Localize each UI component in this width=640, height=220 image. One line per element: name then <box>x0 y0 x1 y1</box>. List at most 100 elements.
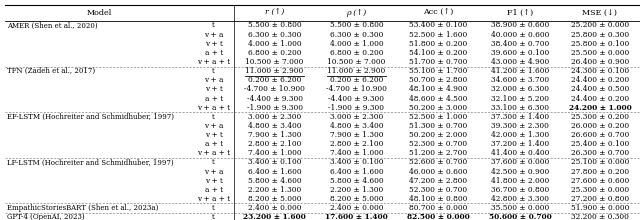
Text: 42.000 ± 1.300: 42.000 ± 1.300 <box>492 131 549 139</box>
Text: 27.600 ± 0.600: 27.600 ± 0.600 <box>571 177 629 185</box>
Text: 26.300 ± 0.700: 26.300 ± 0.700 <box>571 149 629 157</box>
Text: 25.800 ± 0.300: 25.800 ± 0.300 <box>571 31 629 38</box>
Text: 24.400 ± 0.200: 24.400 ± 0.200 <box>571 95 629 103</box>
Text: 6.300 ± 0.300: 6.300 ± 0.300 <box>248 31 301 38</box>
Text: -4.400 ± 9.300: -4.400 ± 9.300 <box>246 95 303 103</box>
Text: 54.100 ± 0.200: 54.100 ± 0.200 <box>409 49 468 57</box>
Text: 32.100 ± 5.200: 32.100 ± 5.200 <box>492 95 549 103</box>
Text: 7.900 ± 1.300: 7.900 ± 1.300 <box>248 131 301 139</box>
Text: 2.800 ± 2.100: 2.800 ± 2.100 <box>330 140 383 148</box>
Text: 25.800 ± 0.100: 25.800 ± 0.100 <box>571 40 629 48</box>
Text: 35.500 ± 0.000: 35.500 ± 0.000 <box>491 204 550 212</box>
Text: MSE (↓): MSE (↓) <box>582 9 618 17</box>
Text: t: t <box>212 67 215 75</box>
Text: 50.600 ± 0.700: 50.600 ± 0.700 <box>489 213 552 220</box>
Text: 0.200 ± 6.200: 0.200 ± 6.200 <box>248 76 301 84</box>
Text: 39.600 ± 0.100: 39.600 ± 0.100 <box>491 49 550 57</box>
Text: r (↑): r (↑) <box>265 9 284 17</box>
Text: 2.200 ± 1.300: 2.200 ± 1.300 <box>248 186 301 194</box>
Text: 42.500 ± 0.900: 42.500 ± 0.900 <box>491 168 550 176</box>
Text: t: t <box>212 22 215 29</box>
Text: 4.000 ± 1.000: 4.000 ± 1.000 <box>330 40 383 48</box>
Text: 51.700 ± 0.700: 51.700 ± 0.700 <box>409 58 468 66</box>
Text: t: t <box>212 113 215 121</box>
Text: Model: Model <box>87 9 112 17</box>
Text: v + a: v + a <box>204 168 223 176</box>
Text: 46.000 ± 0.600: 46.000 ± 0.600 <box>409 168 468 176</box>
Text: 36.700 ± 0.800: 36.700 ± 0.800 <box>491 186 550 194</box>
Text: 25.300 ± 0.200: 25.300 ± 0.200 <box>571 113 629 121</box>
Text: F1 (↑): F1 (↑) <box>507 9 534 17</box>
Text: 32.000 ± 6.300: 32.000 ± 6.300 <box>492 85 549 93</box>
Text: 5.800 ± 4.600: 5.800 ± 4.600 <box>248 177 301 185</box>
Text: 24.300 ± 0.100: 24.300 ± 0.100 <box>571 67 629 75</box>
Text: a + t: a + t <box>205 140 223 148</box>
Text: v + a + t: v + a + t <box>197 58 230 66</box>
Text: GPT-4 (OpenAI, 2023): GPT-4 (OpenAI, 2023) <box>7 213 84 220</box>
Text: 6.300 ± 0.300: 6.300 ± 0.300 <box>330 31 383 38</box>
Text: 2.400 ± 0.000: 2.400 ± 0.000 <box>330 204 383 212</box>
Text: 48.100 ± 4.900: 48.100 ± 4.900 <box>409 85 468 93</box>
Text: a + t: a + t <box>205 95 223 103</box>
Text: 10.500 ± 7.000: 10.500 ± 7.000 <box>245 58 304 66</box>
Text: ρ (↑): ρ (↑) <box>346 9 367 17</box>
Text: 55.100 ± 1.700: 55.100 ± 1.700 <box>409 67 468 75</box>
Text: 24.400 ± 0.200: 24.400 ± 0.200 <box>571 76 629 84</box>
Text: 82.500 ± 0.000: 82.500 ± 0.000 <box>407 213 470 220</box>
Text: 2.200 ± 1.300: 2.200 ± 1.300 <box>330 186 383 194</box>
Text: 41.400 ± 0.400: 41.400 ± 0.400 <box>491 149 550 157</box>
Text: 51.200 ± 2.700: 51.200 ± 2.700 <box>410 149 467 157</box>
Text: 43.000 ± 4.900: 43.000 ± 4.900 <box>491 58 550 66</box>
Text: v + a: v + a <box>204 76 223 84</box>
Text: 5.500 ± 0.800: 5.500 ± 0.800 <box>248 22 301 29</box>
Text: a + t: a + t <box>205 186 223 194</box>
Text: v + t: v + t <box>205 177 223 185</box>
Text: 38.400 ± 0.700: 38.400 ± 0.700 <box>491 40 550 48</box>
Text: 25.500 ± 0.000: 25.500 ± 0.000 <box>571 49 629 57</box>
Text: 27.800 ± 0.200: 27.800 ± 0.200 <box>571 168 629 176</box>
Text: 6.400 ± 1.600: 6.400 ± 1.600 <box>248 168 301 176</box>
Text: 34.600 ± 3.700: 34.600 ± 3.700 <box>492 76 549 84</box>
Text: 52.500 ± 1.000: 52.500 ± 1.000 <box>409 113 468 121</box>
Text: 26.400 ± 0.900: 26.400 ± 0.900 <box>571 58 629 66</box>
Text: EF-LSTM (Hochreiter and Schmidhuber, 1997): EF-LSTM (Hochreiter and Schmidhuber, 199… <box>7 113 174 121</box>
Text: -4.700 ± 10.900: -4.700 ± 10.900 <box>244 85 305 93</box>
Text: 51.300 ± 0.700: 51.300 ± 0.700 <box>409 122 468 130</box>
Text: -4.700 ± 10.900: -4.700 ± 10.900 <box>326 85 387 93</box>
Text: AMER (Shen et al., 2020): AMER (Shen et al., 2020) <box>7 22 98 29</box>
Text: 52.300 ± 0.700: 52.300 ± 0.700 <box>410 186 467 194</box>
Text: 3.000 ± 2.300: 3.000 ± 2.300 <box>248 113 301 121</box>
Text: 4.800 ± 3.400: 4.800 ± 3.400 <box>330 122 383 130</box>
Text: 37.200 ± 1.400: 37.200 ± 1.400 <box>492 140 549 148</box>
Text: 80.700 ± 0.000: 80.700 ± 0.000 <box>409 204 468 212</box>
Text: 32.200 ± 0.300: 32.200 ± 0.300 <box>571 213 629 220</box>
Text: LF-LSTM (Hochreiter and Schmidhuber, 1997): LF-LSTM (Hochreiter and Schmidhuber, 199… <box>7 158 173 166</box>
Text: 41.200 ± 1.600: 41.200 ± 1.600 <box>491 67 550 75</box>
Text: 25.100 ± 0.000: 25.100 ± 0.000 <box>571 158 629 166</box>
Text: 6.800 ± 0.200: 6.800 ± 0.200 <box>330 49 383 57</box>
Text: TFN (Zadeh et al., 2017): TFN (Zadeh et al., 2017) <box>7 67 95 75</box>
Text: 3.400 ± 0.100: 3.400 ± 0.100 <box>248 158 301 166</box>
Text: 3.400 ± 0.100: 3.400 ± 0.100 <box>330 158 383 166</box>
Text: 26.600 ± 0.700: 26.600 ± 0.700 <box>571 131 629 139</box>
Text: 8.200 ± 5.000: 8.200 ± 5.000 <box>248 195 301 203</box>
Text: 8.200 ± 5.000: 8.200 ± 5.000 <box>330 195 383 203</box>
Text: 25.200 ± 0.000: 25.200 ± 0.000 <box>571 22 629 29</box>
Text: 10.500 ± 7.000: 10.500 ± 7.000 <box>327 58 386 66</box>
Text: v + t: v + t <box>205 40 223 48</box>
Text: 48.100 ± 0.800: 48.100 ± 0.800 <box>409 195 468 203</box>
Text: 51.900 ± 0.000: 51.900 ± 0.000 <box>571 204 629 212</box>
Text: 7.900 ± 1.300: 7.900 ± 1.300 <box>330 131 383 139</box>
Text: 17.600 ± 1.400: 17.600 ± 1.400 <box>325 213 388 220</box>
Text: 2.800 ± 2.100: 2.800 ± 2.100 <box>248 140 301 148</box>
Text: 5.800 ± 4.600: 5.800 ± 4.600 <box>330 177 383 185</box>
Text: 7.400 ± 1.000: 7.400 ± 1.000 <box>248 149 301 157</box>
Text: 25.300 ± 0.000: 25.300 ± 0.000 <box>571 186 629 194</box>
Text: 27.200 ± 0.800: 27.200 ± 0.800 <box>571 195 629 203</box>
Text: 6.400 ± 1.600: 6.400 ± 1.600 <box>330 168 383 176</box>
Text: 37.600 ± 0.000: 37.600 ± 0.000 <box>491 158 550 166</box>
Text: v + a: v + a <box>204 31 223 38</box>
Text: 51.800 ± 0.200: 51.800 ± 0.200 <box>409 40 468 48</box>
Text: 52.300 ± 0.700: 52.300 ± 0.700 <box>410 140 467 148</box>
Text: -4.400 ± 9.300: -4.400 ± 9.300 <box>328 95 385 103</box>
